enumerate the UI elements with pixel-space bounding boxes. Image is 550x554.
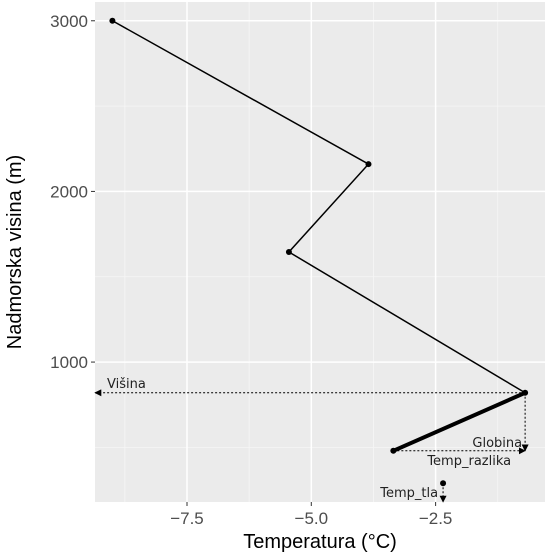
annotation-label: Temp_razlika [426,454,511,469]
y-axis-title: Nadmorska visina (m) [4,155,26,349]
annotation-labels: Višina Globina Temp_razlika Temp_tla [107,377,522,501]
x-axis-title: Temperatura (°C) [243,531,397,553]
x-axis: −7.5 −5.0 −2.5 [170,502,452,528]
y-axis: 1000 2000 3000 [50,12,95,372]
data-point [522,389,529,396]
data-point [365,161,372,168]
data-point [109,17,116,24]
annotation-label: Višina [107,377,146,392]
data-point [285,249,292,255]
y-tick-label: 1000 [50,353,88,372]
plot-panel [95,2,545,502]
y-tick-label: 3000 [50,12,88,31]
data-point [440,480,447,487]
data-points [109,17,529,487]
y-tick-label: 2000 [50,182,88,201]
annotations [94,389,529,503]
grid [95,2,545,502]
data-point [390,447,397,454]
x-tick-label: −2.5 [419,509,453,528]
x-tick-label: −7.5 [170,509,204,528]
highlight-segment [392,390,526,453]
annotation-label: Globina [472,436,522,451]
annotation-label: Temp_tla [379,486,438,501]
x-tick-label: −5.0 [295,509,329,528]
